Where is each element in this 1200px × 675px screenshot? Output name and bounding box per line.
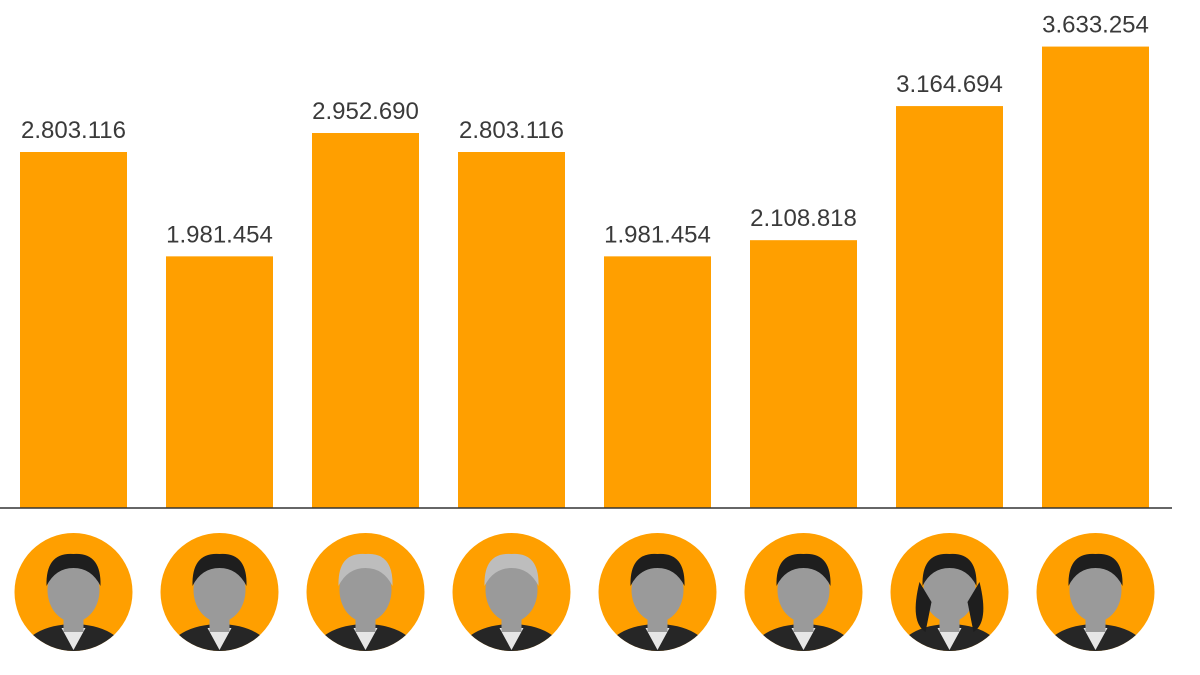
bars-group — [20, 46, 1149, 509]
value-labels-group: 2.803.116 1.981.454 2.952.690 2.803.116 1.98… — [21, 12, 1149, 249]
portrait-4 — [452, 533, 571, 651]
bar-5 — [604, 256, 711, 508]
bar-1 — [20, 152, 127, 508]
portrait-6 — [744, 533, 863, 651]
portrait-7 — [890, 533, 1009, 651]
value-label-5: 1.981.454 — [604, 221, 711, 248]
bar-8 — [1042, 46, 1149, 508]
value-label-7: 3.164.694 — [896, 71, 1003, 98]
portrait-8 — [1036, 533, 1155, 651]
portrait-5 — [598, 533, 717, 651]
portrait-2 — [160, 533, 279, 651]
bar-6 — [750, 240, 857, 508]
value-label-3: 2.952.690 — [312, 98, 419, 125]
value-label-8: 3.633.254 — [1042, 12, 1149, 39]
value-label-2: 1.981.454 — [166, 221, 273, 248]
portrait-1 — [14, 533, 133, 651]
bar-3 — [312, 133, 419, 509]
value-label-1: 2.803.116 — [21, 117, 126, 144]
bar-4 — [458, 152, 565, 508]
portrait-3 — [306, 533, 425, 651]
bar-7 — [896, 106, 1003, 508]
bar-2 — [166, 256, 273, 508]
portrait-row — [14, 533, 1155, 651]
value-label-4: 2.803.116 — [459, 117, 564, 144]
value-label-6: 2.108.818 — [750, 205, 857, 232]
